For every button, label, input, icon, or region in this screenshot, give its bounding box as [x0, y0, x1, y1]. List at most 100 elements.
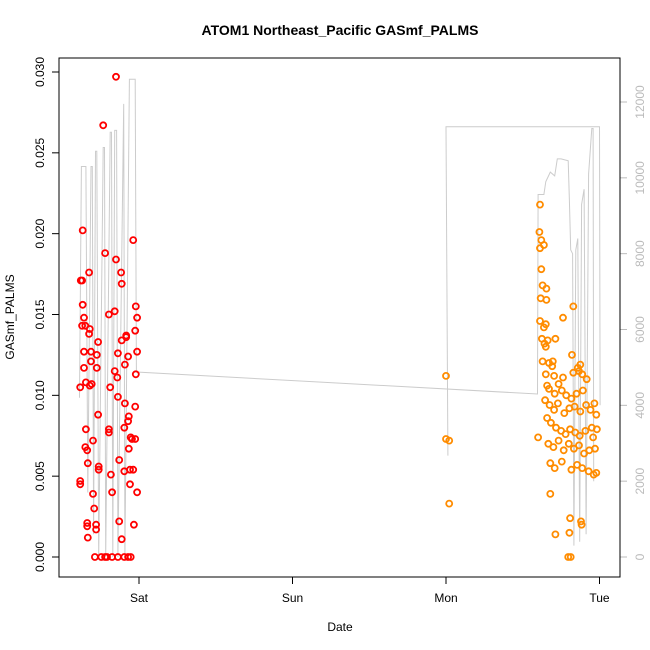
data-point	[566, 514, 574, 523]
data-point	[92, 363, 101, 372]
data-point	[83, 446, 92, 455]
data-point	[561, 430, 570, 439]
data-point	[591, 444, 599, 453]
data-point	[562, 391, 571, 400]
data-point	[115, 517, 124, 526]
data-point	[80, 347, 88, 356]
data-point	[445, 436, 454, 445]
data-point	[112, 72, 120, 81]
data-point	[557, 386, 566, 395]
data-point	[569, 302, 578, 311]
data-point	[80, 363, 88, 372]
data-point	[550, 389, 559, 398]
data-point	[578, 464, 587, 473]
data-point	[94, 410, 102, 419]
data-point	[87, 380, 96, 388]
data-point	[551, 334, 560, 343]
data-point	[94, 465, 103, 474]
data-point	[536, 244, 544, 253]
data-point	[110, 367, 119, 376]
data-point	[548, 362, 557, 371]
data-point	[548, 357, 557, 366]
data-point	[537, 265, 546, 274]
data-point	[131, 302, 140, 311]
secondary-line-2	[445, 126, 601, 456]
y2-tick-label: 8000	[633, 240, 647, 267]
data-point	[550, 405, 558, 414]
chart-title: ATOM1 Northeast_Pacific GASmf_PALMS	[202, 22, 479, 38]
data-point	[94, 462, 103, 471]
data-point	[581, 426, 590, 435]
data-point	[105, 425, 113, 434]
data-point	[113, 373, 122, 382]
data-point	[105, 428, 113, 437]
data-point	[131, 326, 140, 335]
data-point	[554, 399, 562, 408]
data-point	[83, 522, 92, 531]
data-point	[566, 553, 575, 561]
plot-box	[58, 57, 621, 578]
data-point	[103, 553, 111, 561]
data-point	[559, 313, 567, 322]
y-tick-label: 0.010	[33, 380, 47, 410]
data-point	[540, 323, 548, 332]
data-point	[550, 464, 559, 473]
data-point	[542, 295, 551, 304]
data-point	[126, 480, 134, 489]
data-point	[565, 528, 574, 537]
data-point	[124, 444, 133, 453]
data-point	[114, 349, 122, 358]
data-point	[542, 284, 551, 293]
data-point	[586, 405, 595, 414]
y2-tick-label: 4000	[633, 392, 647, 419]
data-point	[589, 433, 597, 442]
data-point	[92, 525, 100, 534]
y2-tick-label: 10000	[633, 161, 647, 195]
data-point	[547, 418, 555, 427]
data-point	[131, 402, 140, 411]
data-point	[557, 457, 566, 466]
data-point	[121, 360, 129, 369]
data-point	[550, 371, 558, 380]
data-point	[445, 499, 454, 508]
data-point	[83, 459, 92, 468]
data-point	[90, 504, 99, 513]
data-point	[108, 488, 116, 497]
data-point	[105, 310, 113, 319]
data-point	[85, 325, 94, 333]
data-point	[570, 444, 578, 453]
data-point	[567, 394, 576, 403]
data-point	[117, 535, 126, 544]
data-point	[85, 268, 93, 277]
data-point	[577, 517, 585, 526]
y-tick-label: 0.020	[33, 218, 47, 248]
data-point	[92, 350, 101, 359]
data-point	[87, 357, 95, 366]
data-point	[570, 402, 579, 411]
data-point	[115, 456, 124, 464]
data-point	[544, 439, 553, 448]
data-point	[131, 435, 140, 443]
data-point	[442, 371, 450, 380]
y-tick-label: 0.000	[33, 542, 47, 572]
data-point	[83, 533, 92, 542]
y-tick-label: 0.005	[33, 461, 47, 491]
data-point	[584, 467, 593, 476]
data-point	[76, 477, 85, 485]
data-point	[76, 480, 85, 489]
x-tick-label: Mon	[434, 591, 457, 605]
y-tick-label: 0.025	[33, 137, 47, 167]
data-point	[536, 200, 544, 209]
data-point	[78, 321, 86, 330]
x-axis-label: Date	[327, 620, 353, 634]
data-point	[124, 352, 133, 361]
data-point	[78, 300, 87, 309]
data-point	[575, 431, 584, 440]
data-point	[117, 268, 125, 277]
data-point	[99, 121, 108, 130]
x-tick-label: Sat	[130, 591, 149, 605]
data-point	[121, 399, 129, 408]
data-point	[94, 338, 102, 346]
